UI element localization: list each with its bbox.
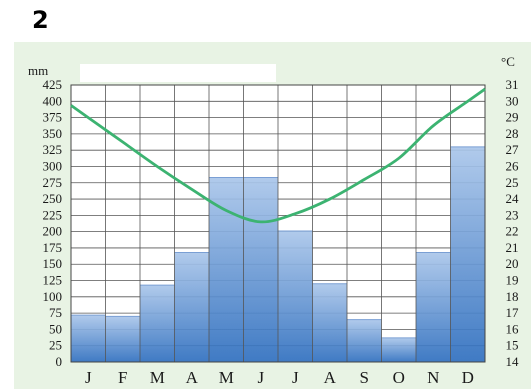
precipitation-bar-J	[71, 315, 106, 362]
precipitation-tick-label: 200	[43, 224, 63, 239]
precipitation-tick-label: 350	[43, 126, 63, 141]
temperature-tick-label: 23	[506, 207, 519, 222]
precipitation-tick-label: 100	[43, 289, 63, 304]
precipitation-bar-O	[381, 337, 416, 362]
month-label-N: N	[427, 368, 439, 387]
temperature-tick-label: 18	[506, 289, 519, 304]
precipitation-bar-M	[140, 285, 175, 362]
precipitation-tick-label: 425	[43, 77, 63, 92]
temperature-tick-label: 14	[506, 354, 520, 369]
temperature-tick-label: 16	[506, 321, 520, 336]
precipitation-bar-J	[278, 230, 313, 362]
page-number: 2	[32, 6, 49, 34]
precipitation-tick-label: 225	[43, 207, 63, 222]
precipitation-bar-N	[416, 252, 451, 362]
temperature-tick-label: 17	[506, 305, 520, 320]
precipitation-bar-J	[243, 177, 278, 362]
temperature-tick-label: 29	[506, 110, 519, 125]
plot-border	[70, 84, 486, 363]
temperature-tick-label: 21	[506, 240, 519, 255]
month-label-J: J	[257, 368, 264, 387]
precipitation-tick-label: 300	[43, 158, 63, 173]
redacted-title-area	[80, 64, 276, 82]
vertical-grid	[70, 84, 486, 363]
precipitation-bar-A	[312, 283, 347, 362]
precipitation-tick-label: 375	[43, 110, 63, 125]
temperature-tick-label: 15	[506, 338, 519, 353]
precipitation-tick-label: 400	[43, 93, 63, 108]
month-label-M: M	[219, 368, 234, 387]
temperature-line-layer	[70, 87, 486, 224]
precipitation-bar-M	[209, 177, 244, 362]
precipitation-tick-label: 175	[43, 240, 63, 255]
temperature-tick-label: 22	[506, 224, 519, 239]
precipitation-unit-label: mm	[28, 63, 48, 78]
precipitation-bars	[71, 146, 485, 362]
temperature-tick-label: 30	[506, 93, 519, 108]
precipitation-tick-label: 150	[43, 256, 63, 271]
month-label-M: M	[150, 368, 165, 387]
month-label-S: S	[360, 368, 369, 387]
precipitation-tick-label: 25	[49, 338, 62, 353]
precipitation-bar-D	[450, 146, 485, 362]
month-label-A: A	[186, 368, 199, 387]
precipitation-bar-S	[347, 319, 382, 362]
precipitation-tick-label: 0	[56, 354, 63, 369]
temperature-line	[70, 87, 486, 224]
temperature-unit-label: °C	[501, 54, 515, 69]
precipitation-tick-label: 275	[43, 175, 63, 190]
temperature-tick-label: 31	[506, 77, 519, 92]
temperature-tick-label: 27	[506, 142, 520, 157]
precipitation-tick-label: 50	[49, 321, 62, 336]
precipitation-tick-label: 75	[49, 305, 62, 320]
temperature-tick-label: 26	[506, 158, 520, 173]
month-label-D: D	[462, 368, 474, 387]
month-label-J: J	[292, 368, 299, 387]
precipitation-tick-label: 125	[43, 273, 63, 288]
temperature-tick-label: 28	[506, 126, 519, 141]
precipitation-tick-label: 325	[43, 142, 63, 157]
precipitation-bar-A	[174, 252, 209, 362]
temperature-tick-label: 20	[506, 256, 519, 271]
month-label-O: O	[393, 368, 405, 387]
precipitation-bar-F	[105, 316, 140, 362]
month-label-F: F	[118, 368, 127, 387]
precipitation-tick-label: 250	[43, 191, 63, 206]
month-label-A: A	[324, 368, 337, 387]
temperature-tick-label: 19	[506, 273, 519, 288]
temperature-tick-label: 24	[506, 191, 520, 206]
month-label-J: J	[85, 368, 92, 387]
temperature-tick-label: 25	[506, 175, 519, 190]
